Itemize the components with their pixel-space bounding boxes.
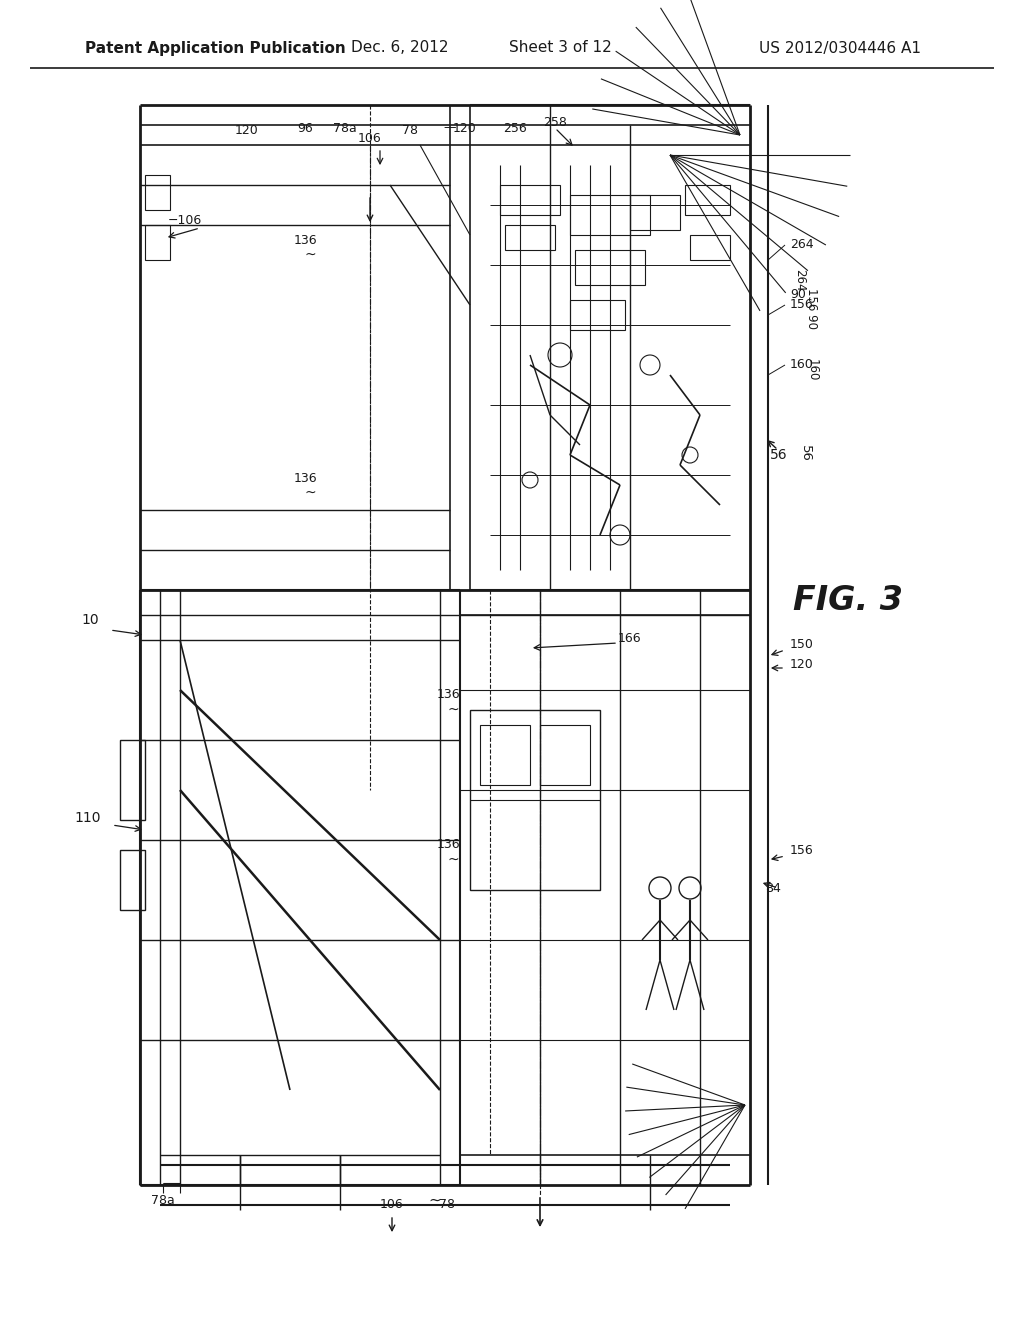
Bar xyxy=(540,725,590,785)
Bar xyxy=(570,300,625,330)
Text: 120: 120 xyxy=(454,121,477,135)
Text: ~: ~ xyxy=(447,704,459,717)
Text: 160: 160 xyxy=(790,359,814,371)
Bar xyxy=(145,176,170,210)
Text: 78: 78 xyxy=(402,124,418,136)
Text: 160: 160 xyxy=(806,359,818,381)
Text: 264: 264 xyxy=(790,239,814,252)
Text: 96: 96 xyxy=(297,121,313,135)
Text: US 2012/0304446 A1: US 2012/0304446 A1 xyxy=(759,41,921,55)
Text: 110: 110 xyxy=(75,810,101,825)
Text: 90: 90 xyxy=(790,289,806,301)
Bar xyxy=(470,710,600,890)
Text: 84: 84 xyxy=(765,882,781,895)
Text: Dec. 6, 2012: Dec. 6, 2012 xyxy=(351,41,449,55)
Text: ~: ~ xyxy=(304,248,315,261)
Text: —: — xyxy=(443,121,457,135)
Text: 136: 136 xyxy=(436,838,460,851)
Text: FIG. 3: FIG. 3 xyxy=(793,583,903,616)
Bar xyxy=(630,195,680,230)
Bar xyxy=(500,185,560,215)
Bar xyxy=(505,224,555,249)
Text: 106: 106 xyxy=(380,1199,403,1212)
Bar xyxy=(120,850,145,909)
Text: ~: ~ xyxy=(447,853,459,867)
Text: 56: 56 xyxy=(799,445,811,462)
Text: 156: 156 xyxy=(790,843,814,857)
Text: ~: ~ xyxy=(304,486,315,500)
Text: 78a: 78a xyxy=(152,1193,175,1206)
Bar xyxy=(690,235,730,260)
Text: Sheet 3 of 12: Sheet 3 of 12 xyxy=(509,41,611,55)
Bar xyxy=(480,725,530,785)
Bar xyxy=(685,185,730,215)
Text: 136: 136 xyxy=(293,234,316,247)
Text: 78: 78 xyxy=(439,1199,455,1212)
Bar xyxy=(570,195,650,235)
Text: 136: 136 xyxy=(293,471,316,484)
Text: 78a: 78a xyxy=(333,121,357,135)
Text: 258: 258 xyxy=(543,116,567,128)
Bar xyxy=(145,224,170,260)
Text: 136: 136 xyxy=(436,689,460,701)
Text: −106: −106 xyxy=(168,214,203,227)
Bar xyxy=(575,249,645,285)
Text: 156: 156 xyxy=(790,298,814,312)
Text: 56: 56 xyxy=(770,447,787,462)
Text: 264: 264 xyxy=(794,269,807,292)
Text: 106: 106 xyxy=(358,132,382,144)
Text: 156 90: 156 90 xyxy=(806,288,818,329)
Text: 166: 166 xyxy=(618,631,642,644)
Bar xyxy=(120,741,145,820)
Text: ~: ~ xyxy=(429,1192,441,1208)
Text: 120: 120 xyxy=(790,659,814,672)
Text: Patent Application Publication: Patent Application Publication xyxy=(85,41,346,55)
Text: 120: 120 xyxy=(236,124,259,136)
Text: 10: 10 xyxy=(81,612,98,627)
Text: 150: 150 xyxy=(790,639,814,652)
Text: 256: 256 xyxy=(503,121,527,135)
